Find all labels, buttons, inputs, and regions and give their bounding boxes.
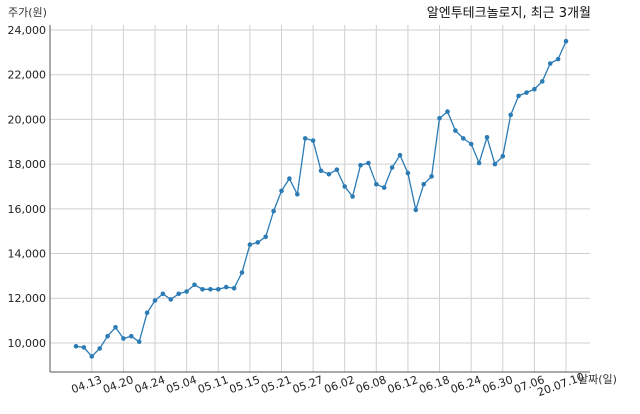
- data-point: [516, 93, 521, 99]
- x-tick-label: 05.04: [164, 373, 198, 396]
- y-axis-label: 주가(원): [8, 6, 47, 19]
- data-point: [81, 345, 87, 350]
- x-axis-label: 날짜(일): [578, 372, 617, 386]
- y-tick-label: 14,000: [8, 248, 47, 261]
- data-point: [524, 90, 529, 95]
- data-point: [492, 161, 498, 167]
- data-point: [263, 234, 269, 240]
- y-tick-label: 16,000: [8, 203, 47, 216]
- data-point: [105, 333, 110, 339]
- x-tick-label: 05.21: [259, 373, 293, 396]
- x-tick-label: 05.15: [228, 373, 262, 396]
- data-point: [374, 181, 379, 187]
- data-point: [437, 116, 442, 121]
- data-point: [429, 174, 434, 179]
- data-point: [160, 291, 166, 297]
- x-tick-label: 06.12: [386, 373, 420, 396]
- data-point: [397, 152, 403, 158]
- y-tick-label: 24,000: [8, 24, 47, 37]
- x-tick-label: 06.30: [481, 373, 515, 396]
- x-tick-label: 04.24: [133, 373, 167, 396]
- data-point: [176, 291, 181, 297]
- data-point: [184, 289, 189, 294]
- x-tick-label: 04.20: [101, 373, 135, 396]
- x-tick-label: 06.24: [449, 373, 483, 396]
- data-point: [168, 297, 174, 302]
- data-point: [89, 354, 95, 359]
- data-point: [484, 135, 490, 140]
- data-point: [453, 128, 458, 133]
- data-point: [223, 284, 229, 290]
- data-point: [389, 165, 395, 170]
- data-point: [555, 56, 561, 62]
- data-point: [287, 176, 292, 181]
- y-tick-label: 18,000: [8, 158, 47, 171]
- data-point: [508, 112, 513, 118]
- data-point: [136, 339, 142, 345]
- data-point: [381, 185, 387, 190]
- data-point: [421, 181, 427, 187]
- data-point: [231, 285, 237, 291]
- data-point: [129, 333, 134, 339]
- price-series: [73, 38, 569, 359]
- data-point: [208, 287, 213, 292]
- data-point: [97, 346, 102, 351]
- data-point: [540, 79, 545, 84]
- chart-title: 알엔투테크놀로지, 최근 3개월: [427, 6, 591, 21]
- data-point: [547, 61, 553, 66]
- data-point: [476, 160, 482, 166]
- x-tick-label: 06.18: [417, 373, 451, 396]
- data-point: [334, 167, 340, 172]
- data-point: [500, 154, 506, 159]
- data-point: [413, 207, 419, 213]
- data-point: [461, 136, 466, 141]
- x-ticks: 04.1304.2004.2405.0405.1105.1505.2105.27…: [70, 370, 586, 399]
- data-point: [271, 208, 276, 214]
- data-point: [326, 171, 332, 177]
- y-tick-label: 22,000: [8, 69, 47, 82]
- data-point: [350, 194, 355, 199]
- data-point: [310, 138, 316, 143]
- data-point: [73, 344, 79, 349]
- series-line: [75, 40, 567, 358]
- y-tick-label: 10,000: [8, 337, 47, 350]
- y-tick-label: 20,000: [8, 113, 47, 126]
- data-point: [247, 242, 253, 247]
- y-tick-label: 12,000: [8, 292, 47, 305]
- data-point: [121, 336, 126, 341]
- data-point: [445, 109, 450, 114]
- data-point: [255, 240, 261, 245]
- x-tick-label: 05.11: [196, 373, 230, 396]
- data-point: [200, 287, 205, 292]
- grid: [50, 25, 590, 372]
- x-tick-label: 06.08: [354, 373, 388, 396]
- data-point: [318, 168, 324, 174]
- data-point: [279, 188, 284, 194]
- x-tick-label: 04.13: [70, 373, 104, 396]
- x-tick-label: 06.02: [322, 373, 356, 396]
- data-point: [342, 184, 348, 189]
- x-tick-label: 20.07.10: [536, 370, 586, 399]
- data-point: [405, 170, 411, 176]
- data-point: [366, 160, 371, 166]
- y-ticks: 10,000 12,000 14,000 16,000 18,000 20,000 22,0…: [8, 24, 47, 350]
- data-point: [239, 270, 245, 275]
- data-point: [113, 325, 118, 330]
- data-point: [563, 38, 569, 44]
- data-point: [302, 136, 308, 141]
- data-point: [358, 162, 363, 168]
- data-point: [192, 282, 197, 288]
- data-point: [468, 141, 474, 147]
- axes: [49, 25, 590, 373]
- data-point: [295, 192, 300, 197]
- data-point: [216, 287, 221, 292]
- x-tick-label: 05.27: [291, 373, 325, 396]
- data-point: [144, 310, 150, 316]
- data-point: [152, 298, 158, 303]
- data-point: [532, 86, 537, 92]
